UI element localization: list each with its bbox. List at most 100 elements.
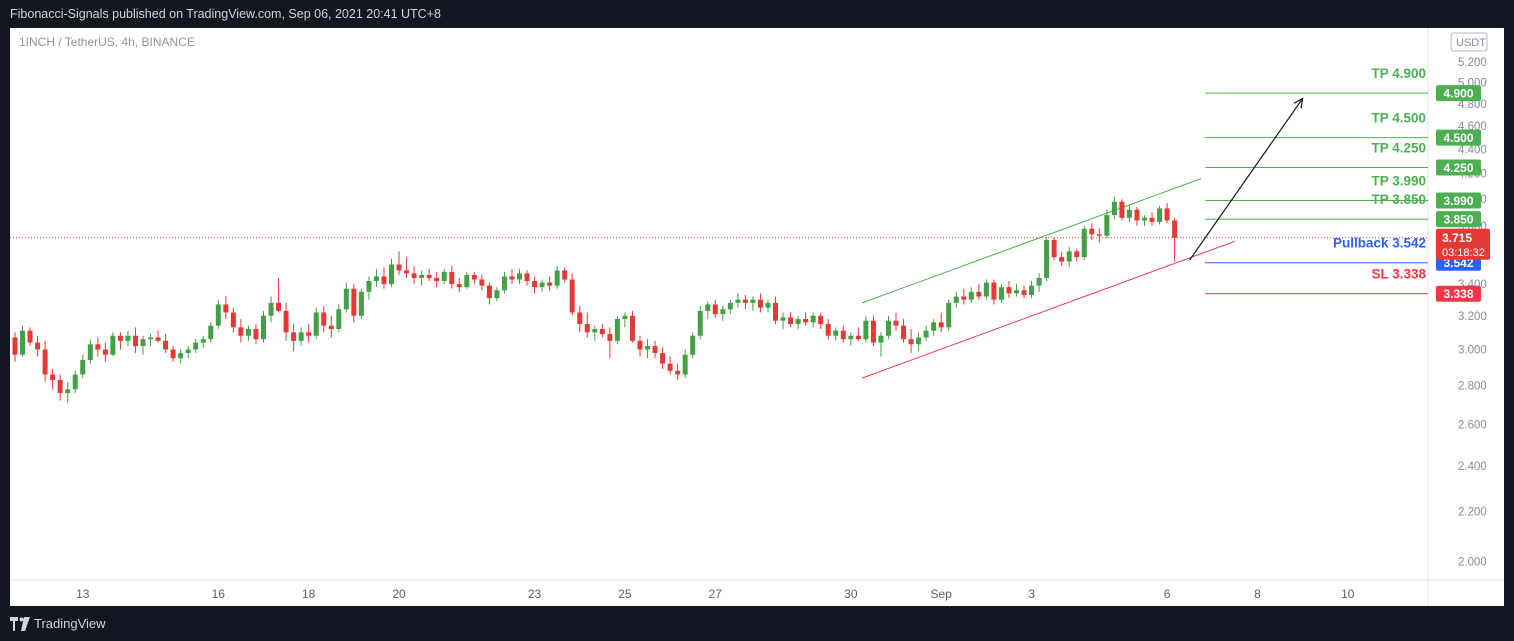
currency-badge[interactable] (1450, 32, 1488, 52)
candle-body (735, 299, 741, 303)
candle-body (486, 285, 492, 299)
candle-body (479, 279, 485, 286)
candle-body (539, 282, 545, 288)
candle-body (328, 325, 334, 329)
candle-body (336, 309, 342, 329)
level-badge (1436, 192, 1481, 209)
candle-body (185, 349, 191, 353)
publish-header: Fibonacci-Signals published on TradingVi… (0, 0, 1514, 28)
candle-body (276, 302, 282, 311)
footer-brand[interactable]: TradingView (34, 616, 106, 631)
candle-body (667, 363, 673, 371)
candle-body (810, 315, 816, 323)
lower-channel-line[interactable] (861, 240, 1236, 379)
candle-body (313, 312, 319, 336)
candle-body (773, 302, 779, 321)
candle-body (1074, 251, 1080, 258)
candle-body (95, 344, 101, 350)
x-tick-label: 18 (302, 587, 316, 601)
candle-body (426, 274, 432, 278)
level-label: SL 3.338 (1371, 267, 1426, 282)
candle-body (599, 328, 605, 335)
candle-body (245, 328, 251, 336)
candle-body (622, 315, 628, 320)
publish-text: Fibonacci-Signals published on TradingVi… (10, 7, 441, 21)
y-tick-label: 2.800 (1458, 381, 1487, 393)
upper-channel-line[interactable] (861, 178, 1202, 304)
candle-body (1051, 239, 1057, 258)
candle-body (765, 302, 771, 308)
bar-countdown: 03:18:32 (1442, 247, 1485, 259)
candle-body (381, 276, 387, 285)
candle-body (298, 332, 304, 341)
candle-body (87, 344, 93, 361)
level-label: TP 4.900 (1371, 66, 1426, 81)
candle-body (456, 284, 462, 288)
candle-body (178, 352, 184, 359)
level-badge-value: 4.250 (1443, 161, 1473, 175)
candle-body (607, 334, 613, 341)
candle-body (291, 332, 297, 341)
candle-body (1172, 220, 1178, 238)
candle-body (569, 279, 575, 313)
candle-body (968, 291, 974, 300)
projection-arrow-head (1293, 97, 1304, 109)
candle-body (193, 342, 199, 350)
candle-body (464, 274, 470, 288)
tradingview-logo-icon[interactable] (10, 616, 30, 631)
candle-body (712, 304, 718, 315)
candle-body (803, 319, 809, 323)
chart-frame[interactable]: 5.2005.0004.8004.6004.4004.2004.0003.800… (10, 28, 1504, 606)
candle-body (50, 374, 56, 380)
candle-body (727, 302, 733, 310)
candle-body (848, 335, 854, 340)
candle-body (42, 349, 48, 375)
candle-body (1096, 234, 1102, 236)
candle-body (742, 299, 748, 303)
candle-body (306, 332, 312, 336)
candle-body (1044, 239, 1050, 278)
candle-body (1149, 217, 1155, 222)
candle-body (501, 276, 507, 291)
candle-body (645, 346, 651, 350)
candle-body (117, 335, 123, 341)
candle-body (554, 270, 560, 286)
projection-arrow-line[interactable] (1189, 98, 1304, 261)
candle-body (80, 360, 86, 375)
candle-body (637, 340, 643, 350)
level-badge (1436, 85, 1481, 102)
candlestick-chart[interactable]: 5.2005.0004.8004.6004.4004.2004.0003.800… (10, 28, 1504, 606)
footer-bar: TradingView (0, 606, 1514, 641)
candle-body (12, 337, 18, 355)
candle-body (1006, 287, 1012, 294)
candle-body (524, 273, 530, 282)
candle-body (577, 312, 583, 324)
x-tick-label: Sep (931, 587, 953, 601)
x-tick-label: 13 (76, 587, 90, 601)
candle-body (140, 339, 146, 347)
candle-body (991, 282, 997, 300)
level-badge (1436, 129, 1481, 146)
candle-body (200, 339, 206, 343)
candle-body (321, 312, 327, 326)
candle-body (57, 379, 63, 394)
candle-body (1157, 208, 1163, 222)
candle-body (517, 273, 523, 280)
candle-body (562, 270, 568, 280)
candle-body (1111, 201, 1117, 216)
candle-body (893, 320, 899, 326)
candle-body (901, 325, 907, 340)
candle-body (855, 335, 861, 340)
candle-body (705, 304, 711, 311)
candle-body (1134, 209, 1140, 221)
candle-body (682, 354, 688, 375)
candle-body (411, 273, 417, 278)
y-tick-label: 2.400 (1458, 461, 1487, 473)
currency-badge-label[interactable]: USDT (1456, 37, 1486, 49)
candle-body (155, 337, 161, 341)
candle-body (938, 322, 944, 328)
candle-body (72, 374, 78, 390)
candle-body (818, 315, 824, 324)
candle-body (163, 340, 169, 350)
candle-body (1036, 277, 1042, 286)
